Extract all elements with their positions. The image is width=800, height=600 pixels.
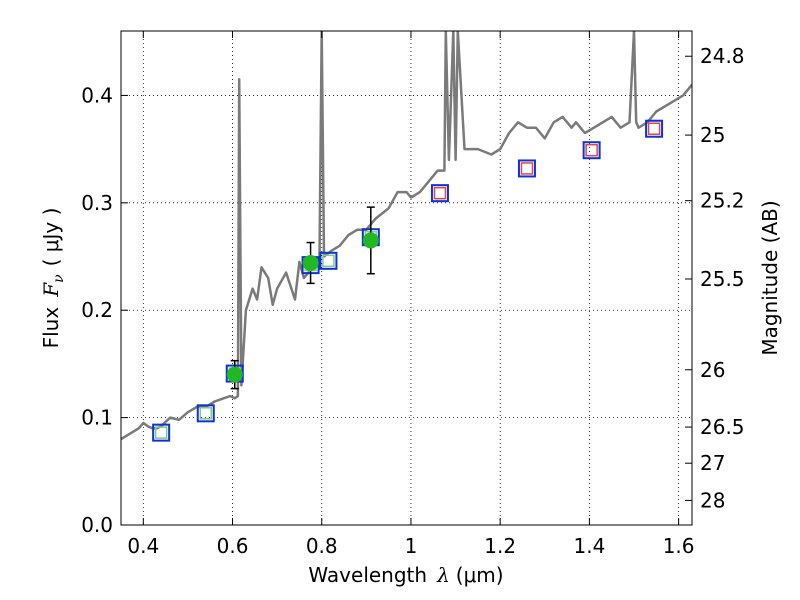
mag-tick-label: 24.8 [700,44,745,68]
model-box-inner [520,162,534,175]
model-box-marker [517,159,536,178]
model-box-marker [430,184,449,203]
x-tick-label: 0.6 [217,534,249,558]
model-box-inner [154,426,168,439]
y-tick-label: 0.2 [81,298,113,322]
mag-tick-label: 25 [700,123,725,147]
model-box-inner [647,122,661,135]
observed-point [302,254,319,271]
y-tick-label: 0.4 [81,83,113,107]
mag-tick-label: 25.2 [700,189,745,213]
model-box-inner [585,143,598,157]
plot-frame [120,30,693,526]
y-tick-label: 0.1 [81,406,113,430]
model-box-marker [319,251,338,270]
model-box-inner [199,407,213,420]
model-box-marker [152,423,171,442]
x-tick-label: 0.4 [127,534,159,558]
axis-ticks: 0.4 0.6 0.8 1 1.2 1.4 1.6 0.0 0.1 0.2 0.3 0.4 24.8 25… [81,31,745,558]
y-tick-label: 0.0 [81,513,113,537]
x-tick-label: 0.8 [306,534,338,558]
x-axis-label: Wavelength λ (μm) [308,563,503,587]
x-tick-label: 1 [405,534,418,558]
x-tick-label: 1.2 [484,534,516,558]
spectrum-layer [121,31,692,441]
model-box-marker [645,119,664,138]
mag-tick-label: 25.5 [700,267,745,291]
mag-tick-label: 26.5 [700,415,745,439]
observed-point [226,366,243,383]
x-tick-label: 1.4 [573,534,605,558]
observed-point [362,232,379,249]
right-axis-label: Magnitude (AB) [758,200,782,355]
mag-tick-label: 26 [700,358,725,382]
model-box-inner [433,186,447,200]
y-axis-label: FluxFν( μJy ) [39,208,67,349]
gridlines [121,31,692,526]
y-tick-label: 0.3 [81,191,113,215]
spectrum-line [121,31,692,441]
model-box-marker [582,141,601,160]
model-box-marker [196,404,215,423]
mag-tick-label: 28 [700,488,725,512]
mag-tick-label: 27 [700,451,725,475]
x-tick-label: 1.6 [663,534,695,558]
marker-layer [152,119,664,442]
model-box-inner [322,254,335,268]
